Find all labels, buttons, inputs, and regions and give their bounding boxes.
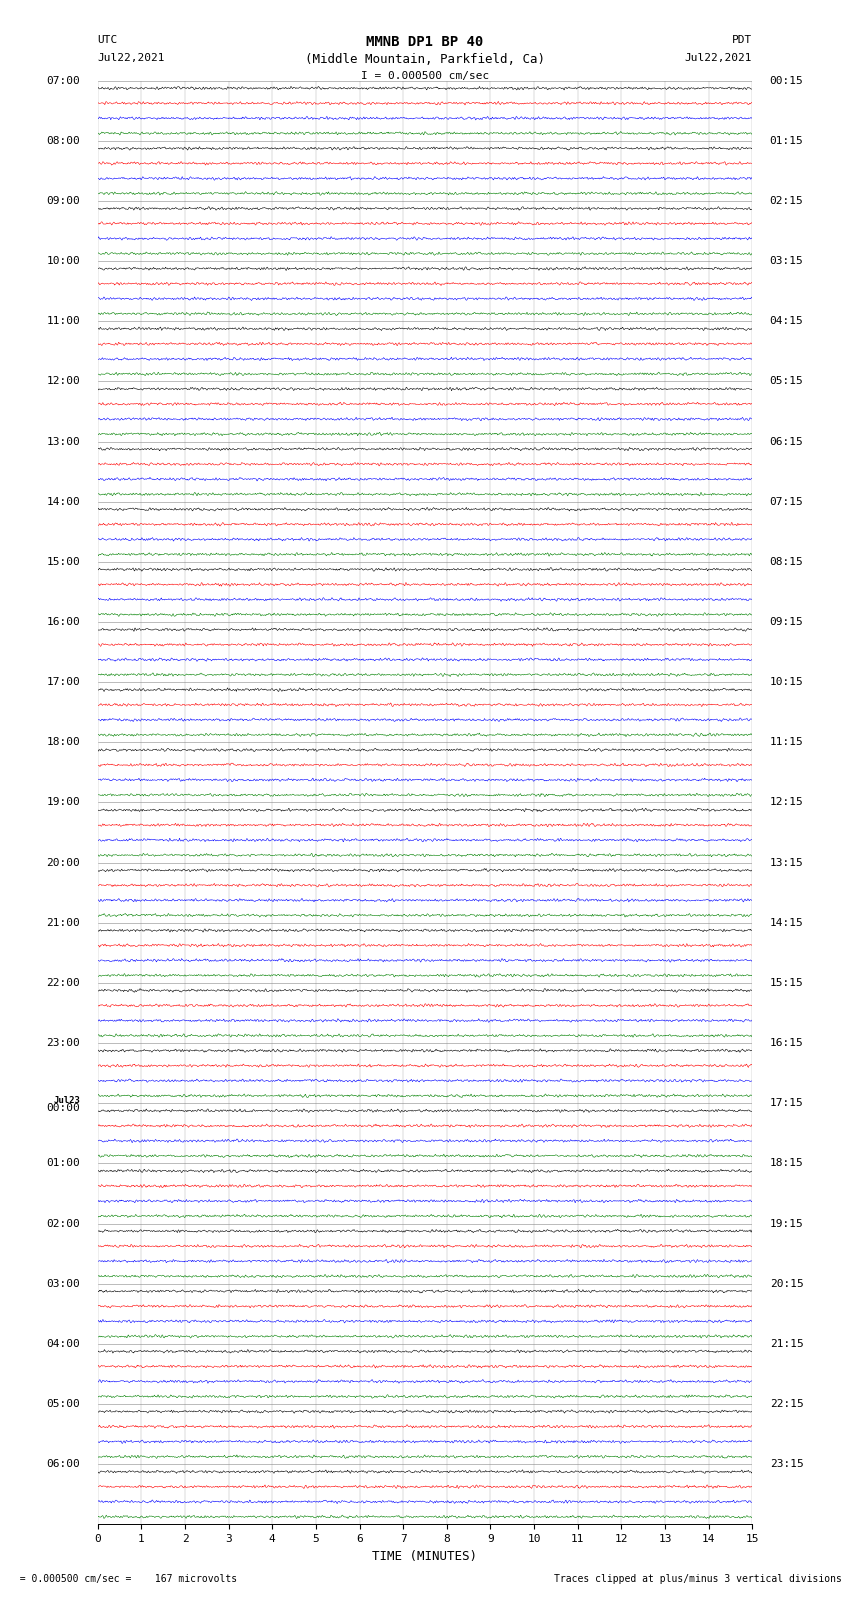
- Text: I = 0.000500 cm/sec: I = 0.000500 cm/sec: [361, 71, 489, 81]
- Text: 16:15: 16:15: [770, 1039, 803, 1048]
- Text: 05:15: 05:15: [770, 376, 803, 387]
- Text: 09:00: 09:00: [47, 195, 80, 206]
- X-axis label: TIME (MINUTES): TIME (MINUTES): [372, 1550, 478, 1563]
- Text: 15:00: 15:00: [47, 556, 80, 566]
- Text: 05:00: 05:00: [47, 1398, 80, 1410]
- Text: 06:00: 06:00: [47, 1460, 80, 1469]
- Text: = 0.000500 cm/sec =    167 microvolts: = 0.000500 cm/sec = 167 microvolts: [8, 1574, 238, 1584]
- Text: (Middle Mountain, Parkfield, Ca): (Middle Mountain, Parkfield, Ca): [305, 53, 545, 66]
- Text: PDT: PDT: [732, 35, 752, 45]
- Text: MMNB DP1 BP 40: MMNB DP1 BP 40: [366, 35, 484, 50]
- Text: 22:15: 22:15: [770, 1398, 803, 1410]
- Text: Jul23: Jul23: [54, 1097, 80, 1105]
- Text: 18:15: 18:15: [770, 1158, 803, 1168]
- Text: 21:15: 21:15: [770, 1339, 803, 1348]
- Text: 09:15: 09:15: [770, 618, 803, 627]
- Text: 17:15: 17:15: [770, 1098, 803, 1108]
- Text: 21:00: 21:00: [47, 918, 80, 927]
- Text: 03:15: 03:15: [770, 256, 803, 266]
- Text: 20:00: 20:00: [47, 858, 80, 868]
- Text: 00:15: 00:15: [770, 76, 803, 85]
- Text: Traces clipped at plus/minus 3 vertical divisions: Traces clipped at plus/minus 3 vertical …: [553, 1574, 842, 1584]
- Text: UTC: UTC: [98, 35, 118, 45]
- Text: 14:15: 14:15: [770, 918, 803, 927]
- Text: 02:00: 02:00: [47, 1218, 80, 1229]
- Text: 23:15: 23:15: [770, 1460, 803, 1469]
- Text: 10:15: 10:15: [770, 677, 803, 687]
- Text: 15:15: 15:15: [770, 977, 803, 987]
- Text: 12:00: 12:00: [47, 376, 80, 387]
- Text: 04:15: 04:15: [770, 316, 803, 326]
- Text: 12:15: 12:15: [770, 797, 803, 808]
- Text: 18:00: 18:00: [47, 737, 80, 747]
- Text: 20:15: 20:15: [770, 1279, 803, 1289]
- Text: 19:00: 19:00: [47, 797, 80, 808]
- Text: Jul22,2021: Jul22,2021: [685, 53, 752, 63]
- Text: 16:00: 16:00: [47, 618, 80, 627]
- Text: 04:00: 04:00: [47, 1339, 80, 1348]
- Text: 03:00: 03:00: [47, 1279, 80, 1289]
- Text: 06:15: 06:15: [770, 437, 803, 447]
- Text: 22:00: 22:00: [47, 977, 80, 987]
- Text: 14:00: 14:00: [47, 497, 80, 506]
- Text: 17:00: 17:00: [47, 677, 80, 687]
- Text: 10:00: 10:00: [47, 256, 80, 266]
- Text: 13:15: 13:15: [770, 858, 803, 868]
- Text: 19:15: 19:15: [770, 1218, 803, 1229]
- Text: 23:00: 23:00: [47, 1039, 80, 1048]
- Text: 00:00: 00:00: [47, 1103, 80, 1113]
- Text: 01:00: 01:00: [47, 1158, 80, 1168]
- Text: 11:00: 11:00: [47, 316, 80, 326]
- Text: 07:00: 07:00: [47, 76, 80, 85]
- Text: 11:15: 11:15: [770, 737, 803, 747]
- Text: 01:15: 01:15: [770, 135, 803, 145]
- Text: 08:00: 08:00: [47, 135, 80, 145]
- Text: 07:15: 07:15: [770, 497, 803, 506]
- Text: 08:15: 08:15: [770, 556, 803, 566]
- Text: 02:15: 02:15: [770, 195, 803, 206]
- Text: 13:00: 13:00: [47, 437, 80, 447]
- Text: Jul22,2021: Jul22,2021: [98, 53, 165, 63]
